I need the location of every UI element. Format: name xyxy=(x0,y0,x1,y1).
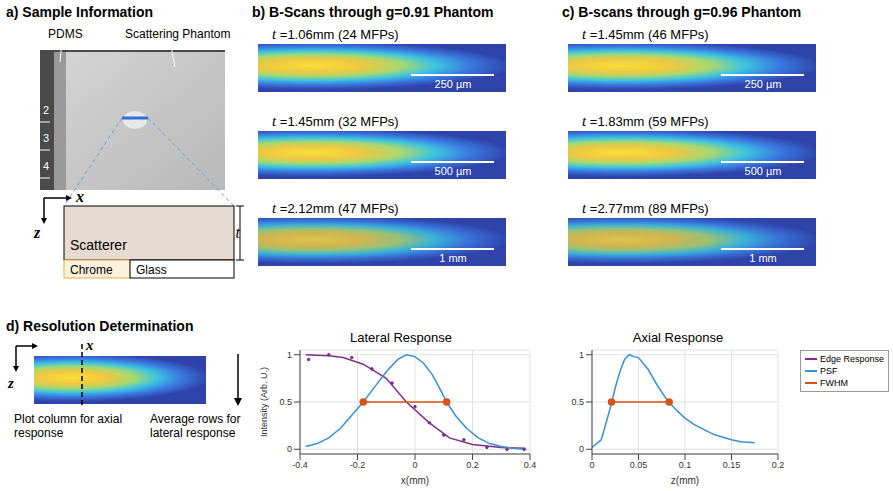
html-text:c) B-scans through g=0.96 Phan: c) B-scans through g=0.96 Phantom xyxy=(562,4,802,20)
html-text:t =1.06mm (24 MFPs): t =1.06mm (24 MFPs) xyxy=(272,26,399,42)
svg-text:3: 3 xyxy=(43,132,49,144)
svg-text:0.2: 0.2 xyxy=(466,460,479,470)
svg-text:0.2: 0.2 xyxy=(772,460,785,470)
svg-text:z: z xyxy=(7,375,14,391)
svg-text:1 mm: 1 mm xyxy=(749,252,777,264)
html-text:FWHM: FWHM xyxy=(820,378,848,388)
html-text:Lateral Response: Lateral Response xyxy=(350,330,452,345)
svg-text:x: x xyxy=(85,337,94,353)
html-text:Axial Response: Axial Response xyxy=(632,330,724,345)
svg-text:Glass: Glass xyxy=(136,263,167,277)
svg-text:1: 1 xyxy=(579,350,584,360)
svg-text:-0.2: -0.2 xyxy=(350,460,366,470)
svg-text:x: x xyxy=(75,188,84,205)
svg-text:z: z xyxy=(33,224,41,241)
svg-text:250 µm: 250 µm xyxy=(745,78,782,90)
svg-text:z(mm): z(mm) xyxy=(671,475,699,486)
svg-text:0.4: 0.4 xyxy=(524,460,537,470)
html-text:t =1.45mm (32 MFPs): t =1.45mm (32 MFPs) xyxy=(272,113,399,129)
svg-text:500 µm: 500 µm xyxy=(745,165,782,177)
svg-text:500 µm: 500 µm xyxy=(435,165,472,177)
svg-text:Intensity (Arb. U.): Intensity (Arb. U.) xyxy=(259,367,269,437)
html-text:t =2.77mm (89 MFPs): t =2.77mm (89 MFPs) xyxy=(582,200,709,216)
html-text:t =1.45mm (46 MFPs): t =1.45mm (46 MFPs) xyxy=(582,26,709,42)
svg-text:Scatterer: Scatterer xyxy=(70,237,127,253)
svg-text:t: t xyxy=(236,224,241,241)
svg-text:0.05: 0.05 xyxy=(630,460,648,470)
svg-text:0.15: 0.15 xyxy=(723,460,741,470)
svg-text:1 mm: 1 mm xyxy=(439,252,467,264)
svg-text:0: 0 xyxy=(287,444,292,454)
svg-text:Scattering Phantom: Scattering Phantom xyxy=(125,27,230,41)
svg-text:2: 2 xyxy=(43,104,49,116)
html-text:Average rows for lateral respo: Average rows for lateral response xyxy=(150,412,241,440)
html-text:Plot column for axial response: Plot column for axial response xyxy=(14,412,122,440)
html-text:Edge Response: Edge Response xyxy=(820,354,884,364)
html-text:b) B-Scans through g=0.91 Phan: b) B-Scans through g=0.91 Phantom xyxy=(252,4,494,20)
svg-text:-0.4: -0.4 xyxy=(292,460,308,470)
svg-text:0: 0 xyxy=(579,444,584,454)
html-text:t =1.83mm (59 MFPs): t =1.83mm (59 MFPs) xyxy=(582,113,709,129)
svg-text:0: 0 xyxy=(589,460,594,470)
svg-text:250 µm: 250 µm xyxy=(435,78,472,90)
svg-text:1: 1 xyxy=(287,350,292,360)
svg-text:0.1: 0.1 xyxy=(679,460,692,470)
svg-text:PDMS: PDMS xyxy=(48,27,83,41)
svg-text:Chrome: Chrome xyxy=(70,263,113,277)
svg-text:4: 4 xyxy=(43,160,49,172)
html-text:a) Sample Information: a) Sample Information xyxy=(6,4,153,20)
html-text:t =2.12mm (47 MFPs): t =2.12mm (47 MFPs) xyxy=(272,200,399,216)
html-text:d) Resolution Determination: d) Resolution Determination xyxy=(6,318,194,334)
html-text:PSF: PSF xyxy=(820,366,838,376)
svg-text:0.5: 0.5 xyxy=(279,397,292,407)
svg-text:0: 0 xyxy=(412,460,417,470)
svg-text:0.5: 0.5 xyxy=(571,397,584,407)
svg-text:x(mm): x(mm) xyxy=(401,475,429,486)
